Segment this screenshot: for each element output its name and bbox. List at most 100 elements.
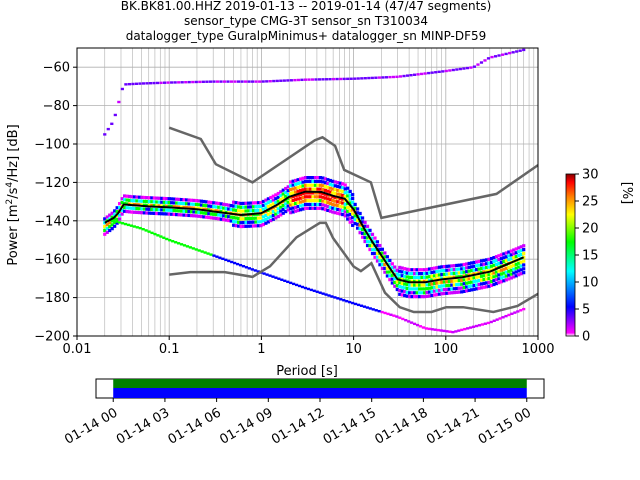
histogram-cell xyxy=(440,292,444,296)
histogram-cell xyxy=(444,69,448,73)
histogram-cell xyxy=(246,220,251,224)
histogram-cell xyxy=(192,202,196,206)
histogram-cell xyxy=(398,273,402,277)
histogram-cell xyxy=(189,210,194,214)
histogram-cell xyxy=(289,180,293,184)
histogram-cell xyxy=(208,80,212,83)
coverage-tick-label: 01-14 12 xyxy=(269,405,327,447)
histogram-cell xyxy=(189,198,194,202)
histogram-cell xyxy=(197,249,201,252)
histogram-cell xyxy=(125,198,129,202)
histogram-cell xyxy=(150,207,154,212)
histogram-cell xyxy=(413,287,417,291)
histogram-cell xyxy=(420,287,424,291)
histogram-cell xyxy=(192,214,196,218)
histogram-cell xyxy=(519,252,523,257)
histogram-cell xyxy=(502,271,506,275)
histogram-cell xyxy=(276,195,280,199)
histogram-cell xyxy=(162,236,166,239)
histogram-cell xyxy=(112,219,116,222)
histogram-cell xyxy=(467,281,471,285)
histogram-cell xyxy=(232,219,236,224)
histogram-cell xyxy=(497,254,501,258)
histogram-cell xyxy=(306,287,310,291)
x-tick-label: 0.1 xyxy=(159,342,180,357)
histogram-cell xyxy=(224,203,228,207)
histogram-cell xyxy=(152,211,156,215)
histogram-cell xyxy=(398,281,402,285)
histogram-cell xyxy=(509,264,513,269)
histogram-cell xyxy=(487,284,491,288)
histogram-cell xyxy=(455,263,459,268)
histogram-cell xyxy=(150,196,154,200)
histogram-cell xyxy=(150,211,154,215)
histogram-cell xyxy=(391,75,396,79)
histogram-cell xyxy=(209,204,213,208)
histogram-cell xyxy=(264,213,268,218)
histogram-cell xyxy=(300,285,305,289)
histogram-cell xyxy=(400,274,404,278)
histogram-cell xyxy=(127,82,131,86)
histogram-cell xyxy=(390,277,394,281)
histogram-cell xyxy=(108,221,112,225)
colorbar-tick-label: 5 xyxy=(582,303,590,318)
histogram-cell xyxy=(507,265,511,270)
histogram-cell xyxy=(323,184,327,189)
histogram-cell xyxy=(316,199,320,203)
histogram-cell xyxy=(489,264,494,268)
histogram-cell xyxy=(144,229,148,232)
histogram-cell xyxy=(289,184,293,188)
histogram-cell xyxy=(332,77,336,81)
histogram-cell xyxy=(430,282,434,286)
histogram-cell xyxy=(487,280,491,285)
histogram-cell xyxy=(360,216,365,220)
histogram-cell xyxy=(430,71,434,74)
histogram-cell xyxy=(239,224,243,229)
histogram-cell xyxy=(479,286,484,290)
histogram-cell xyxy=(291,183,295,187)
histogram-cell xyxy=(237,224,241,228)
histogram-cell xyxy=(363,77,367,80)
histogram-cell xyxy=(450,291,454,295)
histogram-cell xyxy=(480,323,485,326)
histogram-cell xyxy=(398,285,402,289)
histogram-cell xyxy=(279,197,283,202)
histogram-cell xyxy=(241,209,246,213)
coverage-tick-label: 01-15 00 xyxy=(476,405,534,447)
histogram-cell xyxy=(174,241,178,244)
histogram-cell xyxy=(455,283,459,287)
histogram-cell xyxy=(467,288,471,292)
histogram-cell xyxy=(232,200,236,204)
histogram-cell xyxy=(140,195,144,199)
histogram-cell xyxy=(348,193,352,197)
histogram-cell xyxy=(512,248,516,252)
histogram-cell xyxy=(301,176,305,180)
histogram-cell xyxy=(306,176,310,180)
histogram-cell xyxy=(229,80,234,83)
histogram-cell xyxy=(507,269,511,273)
histogram-cell xyxy=(217,217,221,221)
histogram-cell xyxy=(504,270,508,274)
histogram-cell xyxy=(147,200,151,204)
histogram-cell xyxy=(282,79,286,82)
histogram-cell xyxy=(408,287,412,291)
histogram-cell xyxy=(219,202,223,206)
histogram-cell xyxy=(251,224,256,228)
histogram-cell xyxy=(202,215,206,219)
histogram-cell xyxy=(402,74,406,78)
histogram-cell xyxy=(306,195,310,199)
histogram-cell xyxy=(462,67,466,70)
histogram-cell xyxy=(370,232,375,236)
histogram-cell xyxy=(284,186,288,191)
histogram-cell xyxy=(430,274,434,278)
histogram-cell xyxy=(471,325,476,329)
histogram-cell xyxy=(455,68,459,71)
histogram-cell xyxy=(497,258,501,262)
histogram-cell xyxy=(120,222,125,225)
histogram-cell xyxy=(427,271,432,275)
histogram-cell xyxy=(514,270,518,274)
histogram-cell xyxy=(445,283,449,288)
histogram-cell xyxy=(487,276,491,281)
histogram-cell xyxy=(420,291,424,295)
histogram-cell xyxy=(299,204,303,208)
